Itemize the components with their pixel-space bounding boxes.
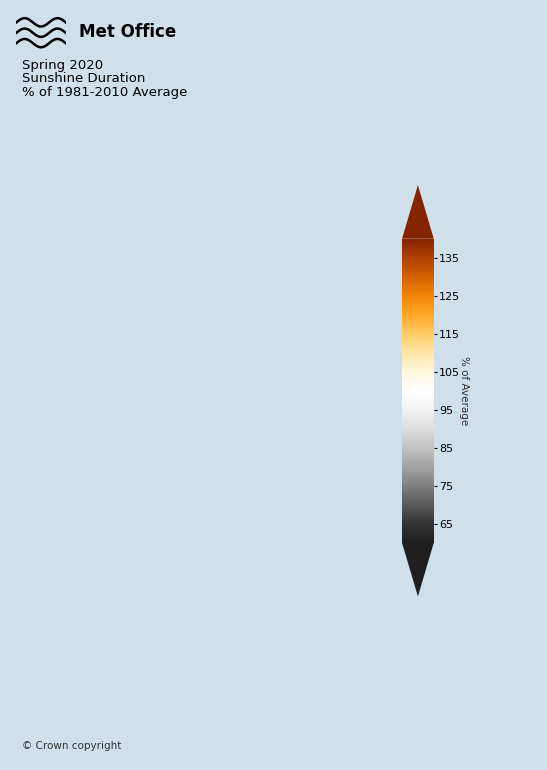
Text: % of Average: % of Average xyxy=(459,357,469,425)
Polygon shape xyxy=(402,543,434,597)
Text: Sunshine Duration: Sunshine Duration xyxy=(22,72,146,85)
Text: © Crown copyright: © Crown copyright xyxy=(22,741,121,751)
Polygon shape xyxy=(402,185,434,239)
Text: Spring 2020: Spring 2020 xyxy=(22,59,103,72)
Text: Met Office: Met Office xyxy=(79,23,177,42)
Text: % of 1981-2010 Average: % of 1981-2010 Average xyxy=(22,86,187,99)
